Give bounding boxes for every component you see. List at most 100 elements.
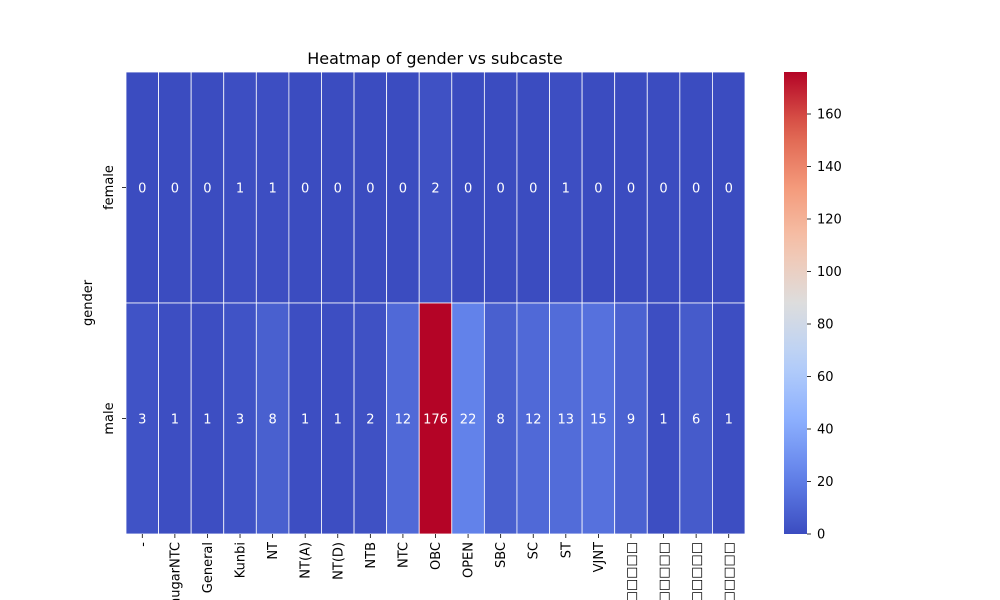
cell-value-label: 8	[268, 413, 276, 428]
cell-value-label: 0	[594, 182, 602, 197]
cell-value-label: 0	[171, 182, 179, 197]
cell-value-label: 1	[334, 413, 342, 428]
y-tick-label: female	[102, 165, 117, 210]
heatmap-cell	[614, 71, 648, 304]
colorbar-tick-label: 140	[817, 160, 842, 175]
colorbar-tick-label: 0	[817, 528, 825, 543]
cell-value-label: 12	[395, 413, 412, 428]
heatmap-cell	[712, 302, 746, 535]
x-axis-ticks: - BhugarNTC General Kunbi NT NT(A) NT(D) NTB NTC…	[136, 534, 737, 600]
x-tick-label: NTC	[396, 542, 411, 568]
y-axis-label: gender	[81, 279, 96, 326]
heatmap-cell	[223, 71, 257, 304]
heatmap-cell	[483, 302, 518, 535]
colorbar-scale	[784, 72, 807, 534]
cell-value-label: 1	[203, 413, 211, 428]
heatmap-cell	[549, 71, 583, 304]
cell-value-label: 2	[366, 413, 374, 428]
cell-value-label: 0	[497, 182, 505, 197]
cell-value-label: 0	[659, 182, 667, 197]
x-tick-label: General	[201, 542, 216, 593]
cell-value-label: 0	[627, 182, 635, 197]
cell-value-label: 0	[334, 182, 342, 197]
x-tick-label: □□□□□	[690, 542, 705, 600]
heatmap-cell	[679, 71, 713, 304]
x-tick-label: OPEN	[462, 542, 477, 578]
cell-value-label: 6	[692, 413, 700, 428]
x-tick-label: SBC	[494, 542, 509, 568]
x-tick-label: NT	[266, 542, 281, 560]
colorbar-tick-label: 120	[817, 213, 842, 228]
cell-value-label: 0	[464, 182, 472, 197]
heatmap-cell	[223, 302, 257, 535]
heatmap-cell	[483, 71, 518, 304]
heatmap-cell	[158, 302, 192, 535]
heatmap-cell	[614, 302, 648, 535]
x-tick-label: □□□□□□□	[722, 542, 737, 600]
colorbar-tick-label: 80	[817, 318, 834, 333]
cell-value-label: 0	[203, 182, 211, 197]
x-tick-label: OBC	[429, 542, 444, 570]
chart-title: Heatmap of gender vs subcaste	[307, 49, 562, 68]
heatmap-cell	[418, 71, 453, 304]
x-tick-label: □□□□□□□	[624, 542, 639, 600]
heatmap-cell	[190, 302, 225, 535]
x-tick-label: ST	[559, 542, 574, 558]
heatmap-cells	[125, 71, 746, 535]
heatmap-cell	[386, 302, 420, 535]
cell-value-label: 0	[692, 182, 700, 197]
heatmap-cell	[646, 302, 681, 535]
cell-value-label: 1	[268, 182, 276, 197]
cell-value-label: 1	[171, 413, 179, 428]
y-axis-ticks: female male	[102, 165, 126, 435]
cell-value-label: 8	[497, 413, 505, 428]
heatmap-cell	[418, 302, 453, 535]
x-tick-label: NT(D)	[331, 542, 346, 580]
cell-value-label: 0	[366, 182, 374, 197]
x-tick-label: □□□□□□	[657, 542, 672, 600]
heatmap-cell	[712, 71, 746, 304]
cell-value-label: 3	[138, 413, 146, 428]
colorbar-tick-label: 100	[817, 265, 842, 280]
x-tick-label: VJNT	[592, 542, 607, 572]
heatmap-cell	[190, 71, 225, 304]
colorbar-tick-label: 40	[817, 423, 834, 438]
heatmap-cell	[353, 71, 388, 304]
heatmap-cell	[288, 302, 322, 535]
x-tick-label: NT(A)	[299, 542, 314, 579]
cell-annotations: 0 0 0 1 1 0 0 0 0 2 0 0 0 1 0 0 0 0 03 1 1 3 8 1 1 2 12 176 22 8 12 13 1…	[138, 182, 733, 428]
colorbar-tick-label: 160	[817, 108, 842, 123]
y-tick-label: male	[102, 402, 117, 434]
heatmap-cell	[125, 302, 159, 535]
cell-value-label: 22	[460, 413, 477, 428]
cell-value-label: 0	[725, 182, 733, 197]
cell-value-label: 3	[236, 413, 244, 428]
cell-value-label: 0	[138, 182, 146, 197]
heatmap-cell	[158, 71, 192, 304]
x-tick-label: NTB	[364, 542, 379, 569]
cell-value-label: 9	[627, 413, 635, 428]
cell-value-label: 13	[558, 413, 575, 428]
cell-value-label: 1	[659, 413, 667, 428]
x-tick-label: BhugarNTC	[168, 542, 183, 600]
cell-value-label: 1	[562, 182, 570, 197]
heatmap-cell	[125, 71, 159, 304]
cell-value-label: 2	[431, 182, 439, 197]
colorbar: 0 20 40 60 80 100 120 140 160	[784, 72, 842, 543]
cell-value-label: 15	[590, 413, 607, 428]
x-tick-label: SC	[527, 542, 542, 559]
x-tick-label: -	[136, 542, 151, 547]
colorbar-tick-label: 20	[817, 475, 834, 490]
cell-value-label: 12	[525, 413, 542, 428]
heatmap-cell	[353, 302, 388, 535]
heatmap-cell	[679, 302, 713, 535]
cell-value-label: 1	[725, 413, 733, 428]
cell-value-label: 1	[236, 182, 244, 197]
cell-value-label: 1	[301, 413, 309, 428]
cell-value-label: 0	[529, 182, 537, 197]
cell-value-label: 0	[301, 182, 309, 197]
heatmap-cell	[646, 71, 681, 304]
x-tick-label: Kunbi	[234, 542, 249, 578]
cell-value-label: 0	[399, 182, 407, 197]
